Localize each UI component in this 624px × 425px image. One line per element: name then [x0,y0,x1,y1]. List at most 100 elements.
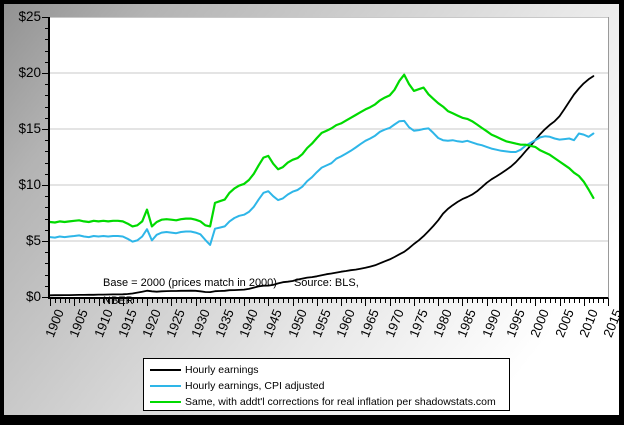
x-axis-minor-tick [176,299,178,303]
x-axis-minor-tick [234,299,236,303]
x-axis-minor-tick [481,299,483,303]
x-axis-minor-tick [93,299,95,303]
legend-line-swatch [150,369,181,371]
annotation-source-note: Source: BLS, [293,277,359,289]
x-axis-major-tick [486,299,488,306]
x-axis-minor-tick [273,299,275,303]
x-axis-minor-tick [113,299,115,303]
y-axis-minor-tick [45,106,50,108]
x-axis-minor-tick [588,299,590,303]
x-axis-major-tick [389,299,391,306]
y-axis-minor-tick [45,173,50,175]
x-tick-label: 1965 [357,307,383,340]
y-axis-minor-tick [45,39,50,41]
x-axis-major-tick [98,299,100,306]
x-axis-minor-tick [79,299,81,303]
x-axis-minor-tick [69,299,71,303]
x-axis-minor-tick [384,299,386,303]
legend: Hourly earnings Hourly earnings, CPI adju… [143,358,510,411]
y-axis-minor-tick [45,285,50,287]
x-axis-minor-tick [224,299,226,303]
legend-item: Hourly earnings, CPI adjusted [150,378,509,394]
x-axis-major-tick [365,299,367,306]
x-axis-minor-tick [544,299,546,303]
legend-line-swatch [150,385,181,387]
x-axis-minor-tick [578,299,580,303]
y-axis-minor-tick [45,28,50,30]
x-axis-minor-tick [210,299,212,303]
y-axis-minor-tick [45,274,50,276]
y-axis-major-tick [42,129,50,130]
x-tick-label: 2000 [527,307,553,340]
y-axis-major-tick [42,241,50,242]
x-axis-major-tick [147,299,148,306]
x-axis-minor-tick [127,299,129,303]
x-axis-minor-tick [331,299,333,303]
annotation-base-note: Base = 2000 (prices match in 2000) [103,277,277,289]
x-axis-major-tick [171,299,173,306]
x-axis-minor-tick [564,299,566,303]
legend-item-label: Same, with addt'l corrections for real i… [185,396,496,408]
legend-item: Hourly earnings [150,362,509,378]
legend-item-label: Hourly earnings [185,364,259,376]
x-axis-minor-tick [569,299,571,303]
x-axis-major-tick [50,299,51,306]
x-axis-minor-tick [215,299,216,303]
x-axis-minor-tick [142,299,144,303]
x-axis-minor-tick [297,299,299,303]
x-axis-minor-tick [248,299,250,303]
x-axis-minor-tick [404,299,406,303]
x-axis-minor-tick [477,299,478,303]
x-tick-label: 1905 [66,307,92,340]
x-axis-minor-tick [326,299,328,303]
y-axis-minor-tick [45,95,50,97]
x-axis-minor-tick [379,299,381,303]
x-axis-major-tick [122,299,124,306]
x-axis-major-tick [74,299,76,306]
x-axis-minor-tick [103,299,105,303]
y-axis-minor-tick [45,61,50,63]
series-line-1 [50,119,595,246]
x-axis-major-tick [413,299,415,306]
x-axis-minor-tick [375,299,377,303]
x-axis-major-tick [583,299,585,306]
legend-line-swatch [150,401,181,403]
x-axis-minor-tick [525,299,527,303]
y-axis-minor-tick [45,151,50,153]
annotation-line1: Base = 2000 (prices match in 2000) Source… [103,274,359,292]
x-axis-minor-tick [350,299,352,303]
x-axis-minor-tick [321,299,323,303]
x-axis-minor-tick [64,299,66,303]
x-axis-major-tick [316,299,318,306]
x-axis-minor-tick [282,299,284,303]
x-axis-minor-tick [156,299,158,303]
y-axis-minor-tick [45,207,50,209]
x-axis-minor-tick [593,299,595,303]
x-axis-major-tick [608,299,609,306]
x-axis-minor-tick [399,299,401,303]
x-axis-minor-tick [603,299,605,303]
x-axis-minor-tick [185,299,187,303]
x-axis-minor-tick [394,299,396,303]
x-axis-major-tick [438,299,440,306]
x-axis-minor-tick [554,299,556,303]
x-axis-minor-tick [137,299,139,303]
x-axis-major-tick [219,299,221,306]
x-axis-minor-tick [346,299,347,303]
x-axis-minor-tick [574,299,575,303]
y-axis-major-tick [42,73,50,74]
x-axis-minor-tick [253,299,255,303]
y-axis-minor-tick [45,140,50,142]
x-axis-minor-tick [491,299,493,303]
x-axis-minor-tick [161,299,163,303]
y-tick-label: $5 [25,233,41,248]
x-axis-minor-tick [239,299,241,303]
x-tick-label: 1985 [454,307,480,340]
x-tick-label: 1945 [260,307,286,340]
x-axis-minor-tick [132,299,134,303]
x-axis-major-tick [535,299,537,306]
y-axis-minor-tick [45,196,50,198]
x-axis-minor-tick [370,299,372,303]
x-axis-minor-tick [457,299,459,303]
x-axis-minor-tick [443,299,444,303]
